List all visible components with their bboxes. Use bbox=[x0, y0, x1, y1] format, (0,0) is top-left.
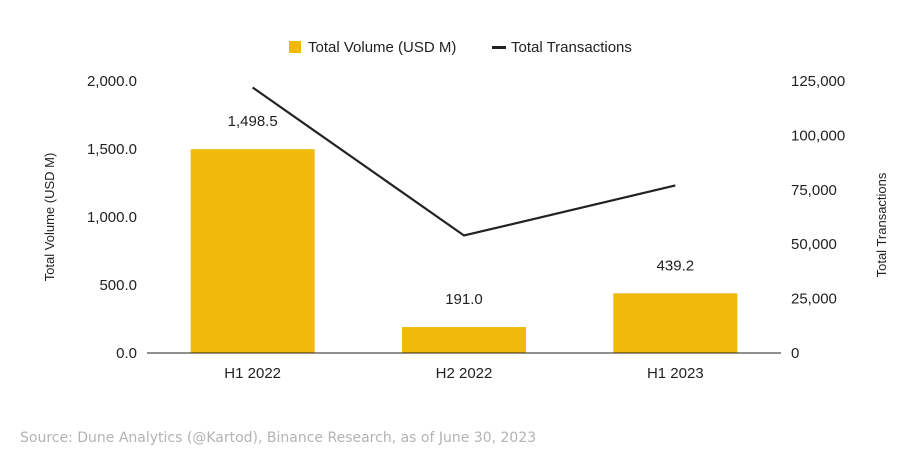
y-tick-label: 0.0 bbox=[116, 345, 137, 362]
legend-label-volume: Total Volume (USD M) bbox=[308, 39, 456, 56]
y-axis-title: Total Volume (USD M) bbox=[42, 153, 57, 282]
y2-tick-label: 0 bbox=[791, 345, 799, 362]
x-axis-ticks: H1 2022 H2 2022 H1 2023 bbox=[224, 365, 703, 382]
y2-tick-label: 100,000 bbox=[791, 127, 845, 144]
y2-tick-label: 50,000 bbox=[791, 236, 837, 253]
transactions-line-layer bbox=[252, 86, 676, 237]
volume-data-label: 439.2 bbox=[657, 257, 695, 274]
right-axis-ticks: 0 25,000 50,000 75,000 100,000 125,000 bbox=[791, 73, 845, 362]
y2-tick-label: 75,000 bbox=[791, 182, 837, 199]
y-tick-label: 1,500.0 bbox=[87, 141, 137, 158]
transactions-line bbox=[252, 86, 676, 237]
source-note: Source: Dune Analytics (@Kartod), Binanc… bbox=[20, 430, 537, 446]
legend-swatch-transactions bbox=[492, 46, 506, 49]
legend-swatch-volume bbox=[289, 41, 301, 53]
bar-data-labels: 1,498.5 191.0 439.2 bbox=[228, 113, 694, 308]
x-tick-label: H2 2022 bbox=[436, 365, 493, 382]
volume-data-label: 1,498.5 bbox=[228, 113, 278, 130]
legend-label-transactions: Total Transactions bbox=[511, 39, 632, 56]
bars bbox=[190, 149, 738, 353]
legend: Total Volume (USD M) Total Transactions bbox=[289, 39, 632, 56]
volume-bar bbox=[190, 149, 315, 353]
y-tick-label: 500.0 bbox=[99, 277, 137, 294]
volume-bar bbox=[613, 293, 738, 353]
y2-tick-label: 125,000 bbox=[791, 73, 845, 90]
y-tick-label: 2,000.0 bbox=[87, 73, 137, 90]
y2-axis-title: Total Transactions bbox=[874, 172, 889, 277]
x-tick-label: H1 2023 bbox=[647, 365, 704, 382]
x-tick-label: H1 2022 bbox=[224, 365, 281, 382]
y2-tick-label: 25,000 bbox=[791, 291, 837, 308]
volume-data-label: 191.0 bbox=[445, 291, 483, 308]
y-tick-label: 1,000.0 bbox=[87, 209, 137, 226]
volume-bar bbox=[402, 327, 526, 353]
left-axis-ticks: 0.0 500.0 1,000.0 1,500.0 2,000.0 bbox=[87, 73, 137, 362]
